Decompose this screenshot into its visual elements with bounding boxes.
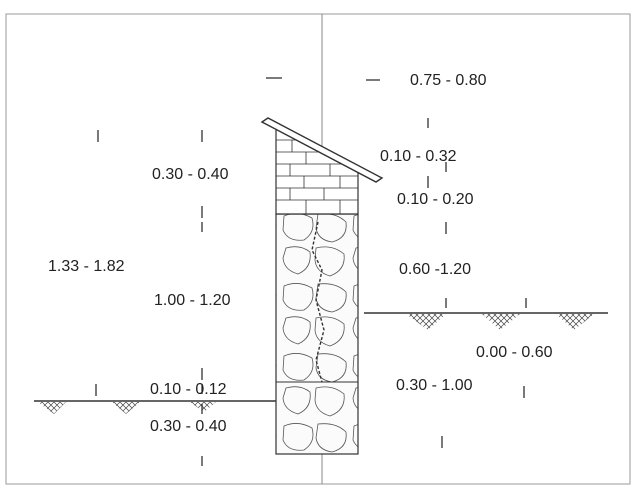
dim-left-cap-height: 0.30 - 0.40 xyxy=(152,166,229,183)
wall-core-seam xyxy=(311,221,325,383)
dim-foundation-depth-right: 0.30 - 1.00 xyxy=(396,377,473,394)
dim-wall-height: 1.00 - 1.20 xyxy=(154,292,231,309)
brick-cap xyxy=(275,127,359,215)
dim-right-cap-lower: 0.10 - 0.20 xyxy=(397,191,474,208)
dim-right-cap-upper: 0.10 - 0.32 xyxy=(380,148,457,165)
dim-total-height: 1.33 - 1.82 xyxy=(48,258,125,275)
dim-left-ground-offset: 0.10 - 0.12 xyxy=(150,381,227,398)
dim-right-embedment: 0.00 - 0.60 xyxy=(476,344,553,361)
right-ground-hatch xyxy=(406,314,594,330)
outer-border xyxy=(5,13,631,485)
dimension-arrows xyxy=(95,77,527,466)
dim-foundation-depth-left: 0.30 - 0.40 xyxy=(150,418,227,435)
wall-stone-body xyxy=(275,213,359,455)
dim-right-wall-height: 0.60 -1.20 xyxy=(399,261,472,278)
coping-slab xyxy=(260,117,384,183)
dim-top-width: 0.75 - 0.80 xyxy=(410,72,487,89)
left-ground-hatch xyxy=(38,402,216,414)
